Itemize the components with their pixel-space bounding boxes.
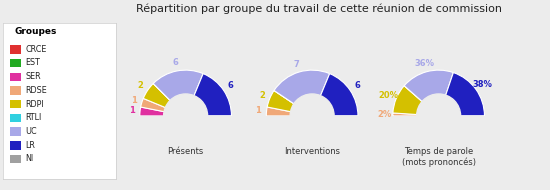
Wedge shape — [393, 113, 439, 116]
Text: 1: 1 — [129, 106, 135, 115]
Wedge shape — [153, 84, 186, 116]
Circle shape — [164, 94, 208, 138]
Circle shape — [417, 94, 461, 138]
Wedge shape — [393, 86, 439, 116]
Text: 2: 2 — [138, 81, 144, 90]
Text: Répartition par groupe du travail de cette réunion de commission: Répartition par groupe du travail de cet… — [136, 4, 502, 14]
Wedge shape — [144, 84, 186, 116]
Text: 6: 6 — [172, 58, 178, 67]
Text: 6: 6 — [228, 81, 234, 90]
Text: UC: UC — [25, 127, 37, 136]
Wedge shape — [312, 74, 358, 116]
Text: RTLI: RTLI — [25, 113, 42, 122]
Text: Groupes: Groupes — [14, 28, 57, 36]
Text: 38%: 38% — [472, 80, 492, 89]
Text: 36%: 36% — [415, 59, 434, 68]
Bar — [9, 45, 21, 54]
Wedge shape — [404, 70, 453, 116]
Bar — [9, 114, 21, 122]
Wedge shape — [439, 73, 485, 116]
Text: 20%: 20% — [378, 91, 399, 100]
Text: RDPI: RDPI — [25, 100, 44, 109]
Text: RDSE: RDSE — [25, 86, 47, 95]
Wedge shape — [140, 107, 186, 116]
Text: SER: SER — [25, 72, 41, 81]
Text: CRCE: CRCE — [25, 45, 47, 54]
Circle shape — [290, 94, 334, 138]
Bar — [9, 73, 21, 81]
Wedge shape — [274, 90, 312, 116]
Wedge shape — [141, 98, 186, 116]
Bar — [138, 116, 234, 164]
Wedge shape — [153, 70, 203, 116]
Bar — [9, 100, 21, 108]
Text: Temps de parole
(mots prononcés): Temps de parole (mots prononcés) — [402, 147, 476, 167]
Bar — [9, 59, 21, 67]
Bar — [9, 141, 21, 150]
Text: Présents: Présents — [168, 147, 204, 156]
Text: Interventions: Interventions — [284, 147, 340, 156]
Bar — [264, 116, 360, 164]
Bar — [9, 86, 21, 95]
Text: EST: EST — [25, 59, 40, 67]
Text: NI: NI — [25, 154, 34, 163]
Text: 7: 7 — [294, 60, 299, 69]
Text: 1: 1 — [255, 106, 261, 115]
Wedge shape — [186, 74, 232, 116]
Wedge shape — [274, 70, 329, 116]
Bar — [9, 127, 21, 136]
Text: LR: LR — [25, 141, 35, 150]
Wedge shape — [266, 107, 312, 116]
Wedge shape — [267, 90, 312, 116]
Bar — [9, 155, 21, 163]
Wedge shape — [404, 86, 439, 116]
Text: 1: 1 — [131, 96, 137, 105]
Text: 2%: 2% — [377, 110, 392, 119]
Bar — [390, 116, 487, 164]
Text: 6: 6 — [354, 81, 360, 90]
Text: 2: 2 — [259, 91, 265, 100]
